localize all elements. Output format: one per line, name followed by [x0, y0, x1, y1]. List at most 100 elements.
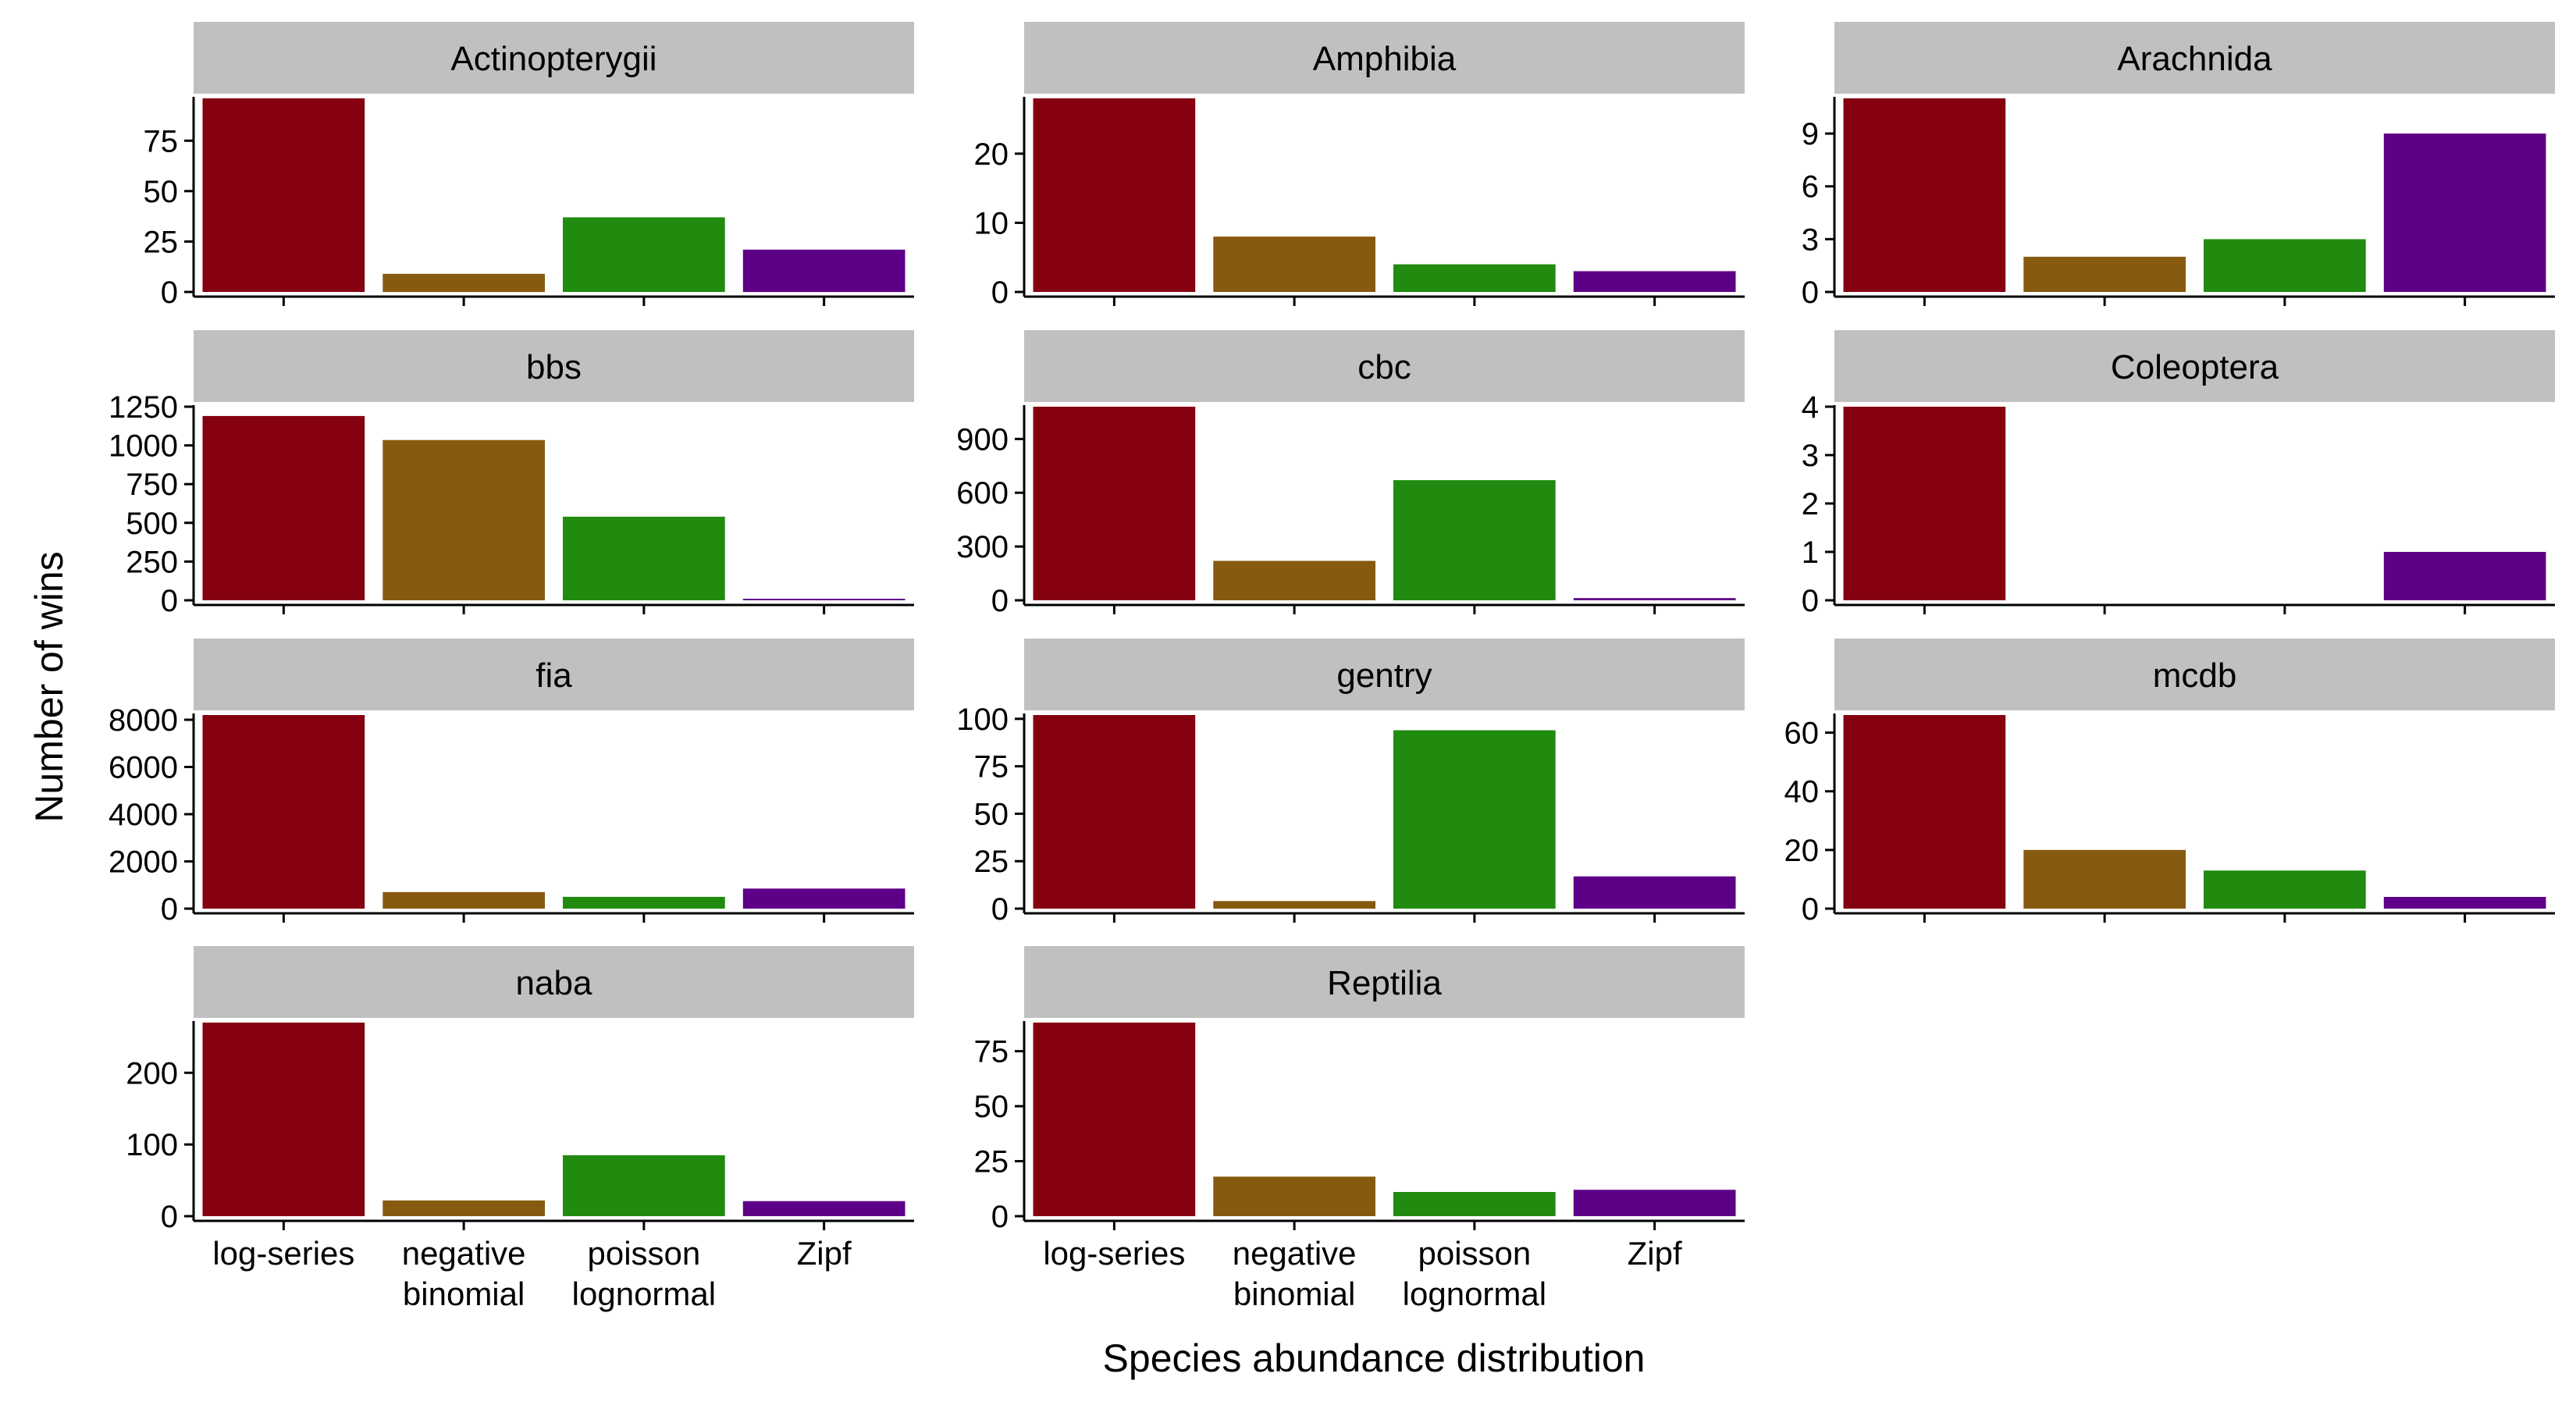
bar-log-series [202, 715, 365, 909]
strip-title: Reptilia [1327, 964, 1442, 1002]
y-tick-label: 2 [1802, 487, 1819, 521]
bar-poisson-lognormal [563, 516, 725, 600]
y-tick-label: 1000 [109, 429, 178, 464]
bar-poisson-lognormal [2204, 239, 2366, 292]
bar-negative-binomial [1213, 901, 1375, 909]
y-tick-label: 20 [1784, 834, 1820, 868]
panel-naba: naba 0 100 200 log-series negative binomial poi… [126, 946, 914, 1312]
bar-negative-binomial [1213, 237, 1375, 292]
panel-amphibia: Amphibia 0 10 20 [974, 22, 1745, 310]
y-tick-label: 75 [974, 1035, 1009, 1069]
panel-bbs: bbs 0 250 500 750 1000 1250 [109, 330, 914, 618]
bar-negative-binomial [382, 439, 545, 600]
bar-negative-binomial [382, 273, 545, 293]
x-tick-label: log-series [212, 1235, 354, 1272]
y-tick-label: 50 [974, 797, 1009, 831]
y-tick-label: 40 [1784, 775, 1820, 809]
x-tick-label: binomial [1233, 1276, 1355, 1312]
bar-negative-binomial [382, 891, 545, 909]
y-tick-label: 1250 [109, 390, 178, 425]
y-tick-label: 3 [1802, 222, 1819, 257]
y-tick-label: 0 [991, 584, 1009, 618]
bar-zipf [2383, 897, 2546, 909]
bar-zipf [1573, 598, 1736, 600]
x-tick-label: poisson [587, 1235, 700, 1272]
y-tick-label: 9 [1802, 117, 1819, 151]
strip-background [194, 330, 914, 402]
bar-zipf [1573, 1190, 1736, 1216]
bar-negative-binomial [382, 1200, 545, 1216]
strip-background [1024, 22, 1745, 94]
bar-poisson-lognormal [1393, 480, 1556, 600]
panel-fia: fia 0 2000 4000 6000 8000 [109, 639, 914, 927]
strip-title: Coleoptera [2111, 348, 2279, 386]
panel-actinopterygii: Actinopterygii 0 25 50 75 [144, 22, 914, 310]
bar-zipf [2383, 133, 2546, 292]
panel-mcdb: mcdb 0 20 40 60 [1784, 639, 2555, 927]
y-tick-label: 6 [1802, 170, 1819, 205]
y-tick-label: 250 [126, 545, 178, 579]
strip-background [1024, 330, 1745, 402]
bar-zipf [742, 599, 906, 600]
bar-log-series [1843, 407, 2006, 600]
bar-negative-binomial [2023, 256, 2186, 292]
panel-reptilia: Reptilia 0 25 50 75 log-series negative binomia… [974, 946, 1745, 1312]
bar-poisson-lognormal [2204, 870, 2366, 909]
strip-background [1834, 330, 2555, 402]
panel-cbc: cbc 0 300 600 900 [956, 330, 1745, 618]
bar-log-series [202, 1023, 365, 1216]
strip-background [1024, 639, 1745, 710]
y-tick-label: 4 [1802, 390, 1819, 425]
y-tick-label: 3 [1802, 439, 1819, 473]
bar-log-series [1843, 98, 2006, 292]
bar-log-series [1843, 715, 2006, 909]
y-tick-label: 50 [974, 1090, 1009, 1124]
y-tick-label: 2000 [109, 845, 178, 880]
y-tick-label: 300 [956, 530, 1009, 564]
x-tick-label: lognormal [1403, 1276, 1546, 1312]
x-tick-label: binomial [403, 1276, 525, 1312]
bar-log-series [1033, 715, 1196, 909]
bar-poisson-lognormal [1393, 1192, 1556, 1216]
strip-title: naba [516, 964, 592, 1002]
y-tick-label: 20 [974, 137, 1009, 172]
y-tick-label: 75 [144, 124, 179, 158]
x-tick-label: log-series [1043, 1235, 1185, 1272]
x-tick-label: Zipf [797, 1235, 852, 1272]
bar-zipf [1573, 876, 1736, 909]
x-tick-label: lognormal [572, 1276, 716, 1312]
strip-background [194, 639, 914, 710]
bar-zipf [1573, 271, 1736, 292]
y-tick-label: 0 [991, 276, 1009, 310]
bar-poisson-lognormal [563, 896, 725, 909]
y-tick-label: 750 [126, 468, 178, 502]
bar-log-series [1033, 407, 1196, 600]
y-tick-label: 0 [161, 892, 178, 927]
y-tick-label: 0 [1802, 892, 1819, 927]
strip-title: fia [535, 656, 572, 695]
y-tick-label: 50 [144, 175, 179, 209]
bar-zipf [2383, 552, 2546, 600]
bar-negative-binomial [1213, 1176, 1375, 1216]
strip-background [1024, 946, 1745, 1018]
strip-background [194, 22, 914, 94]
panel-arachnida: Arachnida 0 3 6 9 [1802, 22, 2555, 310]
y-tick-label: 25 [974, 1145, 1009, 1180]
x-tick-label: negative [1233, 1235, 1357, 1272]
bar-log-series [1033, 98, 1196, 292]
bar-negative-binomial [1213, 560, 1375, 600]
bar-zipf [742, 249, 906, 293]
strip-title: mcdb [2153, 656, 2237, 695]
y-tick-label: 25 [974, 845, 1009, 879]
strip-title: bbs [526, 348, 582, 386]
bar-negative-binomial [2023, 849, 2186, 909]
strip-title: gentry [1336, 656, 1432, 695]
y-tick-label: 75 [974, 750, 1009, 785]
y-tick-label: 100 [126, 1128, 178, 1162]
y-tick-label: 10 [974, 206, 1009, 240]
bar-zipf [742, 888, 906, 909]
bar-zipf [742, 1201, 906, 1216]
y-tick-label: 6000 [109, 751, 178, 785]
